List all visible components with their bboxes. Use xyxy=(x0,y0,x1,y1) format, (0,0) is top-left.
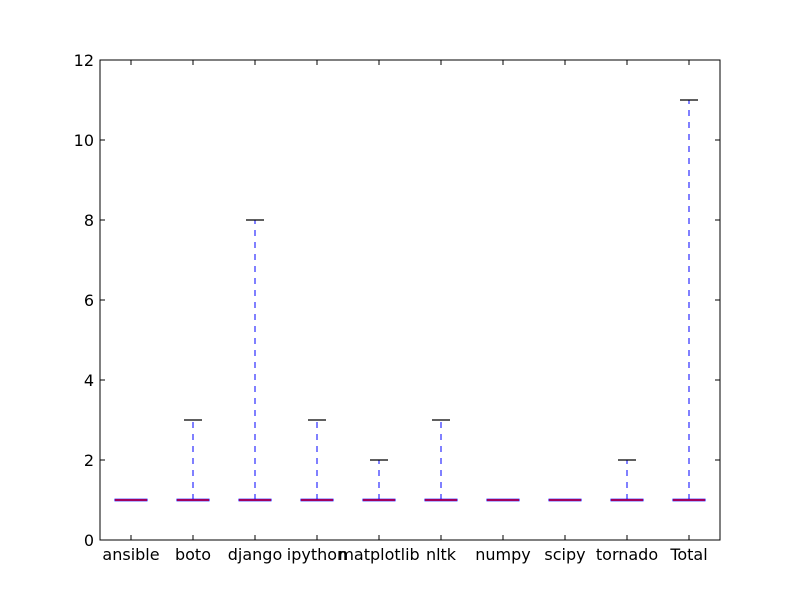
box-matplotlib xyxy=(362,459,396,502)
plot-frame xyxy=(99,59,721,541)
box-nltk xyxy=(424,419,458,502)
x-tick-label: tornado xyxy=(596,545,658,564)
box-ipython xyxy=(300,419,334,502)
y-tick-label: 4 xyxy=(84,371,94,390)
y-tick-label: 6 xyxy=(84,291,94,310)
box-tornado xyxy=(610,459,644,502)
y-tick-label: 0 xyxy=(84,531,94,550)
plot-area xyxy=(100,60,720,540)
x-tick-label: numpy xyxy=(475,545,531,564)
y-tick-label: 10 xyxy=(74,131,94,150)
box-django xyxy=(238,219,272,502)
x-tick-label: boto xyxy=(175,545,211,564)
x-tick-label: matplotlib xyxy=(338,545,419,564)
y-axis: 0 2 4 6 8 10 12 xyxy=(74,51,720,550)
y-tick-label: 2 xyxy=(84,451,94,470)
box-ansible xyxy=(114,498,148,502)
box-scipy xyxy=(548,498,582,502)
x-tick-label: nltk xyxy=(426,545,457,564)
x-tick-label: scipy xyxy=(544,545,585,564)
x-tick-label: django xyxy=(228,545,283,564)
y-tick-label: 8 xyxy=(84,211,94,230)
box-plot-marks xyxy=(114,99,706,502)
box-boto xyxy=(176,419,210,502)
box-numpy xyxy=(486,498,520,502)
x-tick-label: ansible xyxy=(102,545,159,564)
x-tick-label: Total xyxy=(669,545,707,564)
box-Total xyxy=(672,99,706,502)
x-tick-label: ipython xyxy=(287,545,347,564)
y-tick-label: 12 xyxy=(74,51,94,70)
